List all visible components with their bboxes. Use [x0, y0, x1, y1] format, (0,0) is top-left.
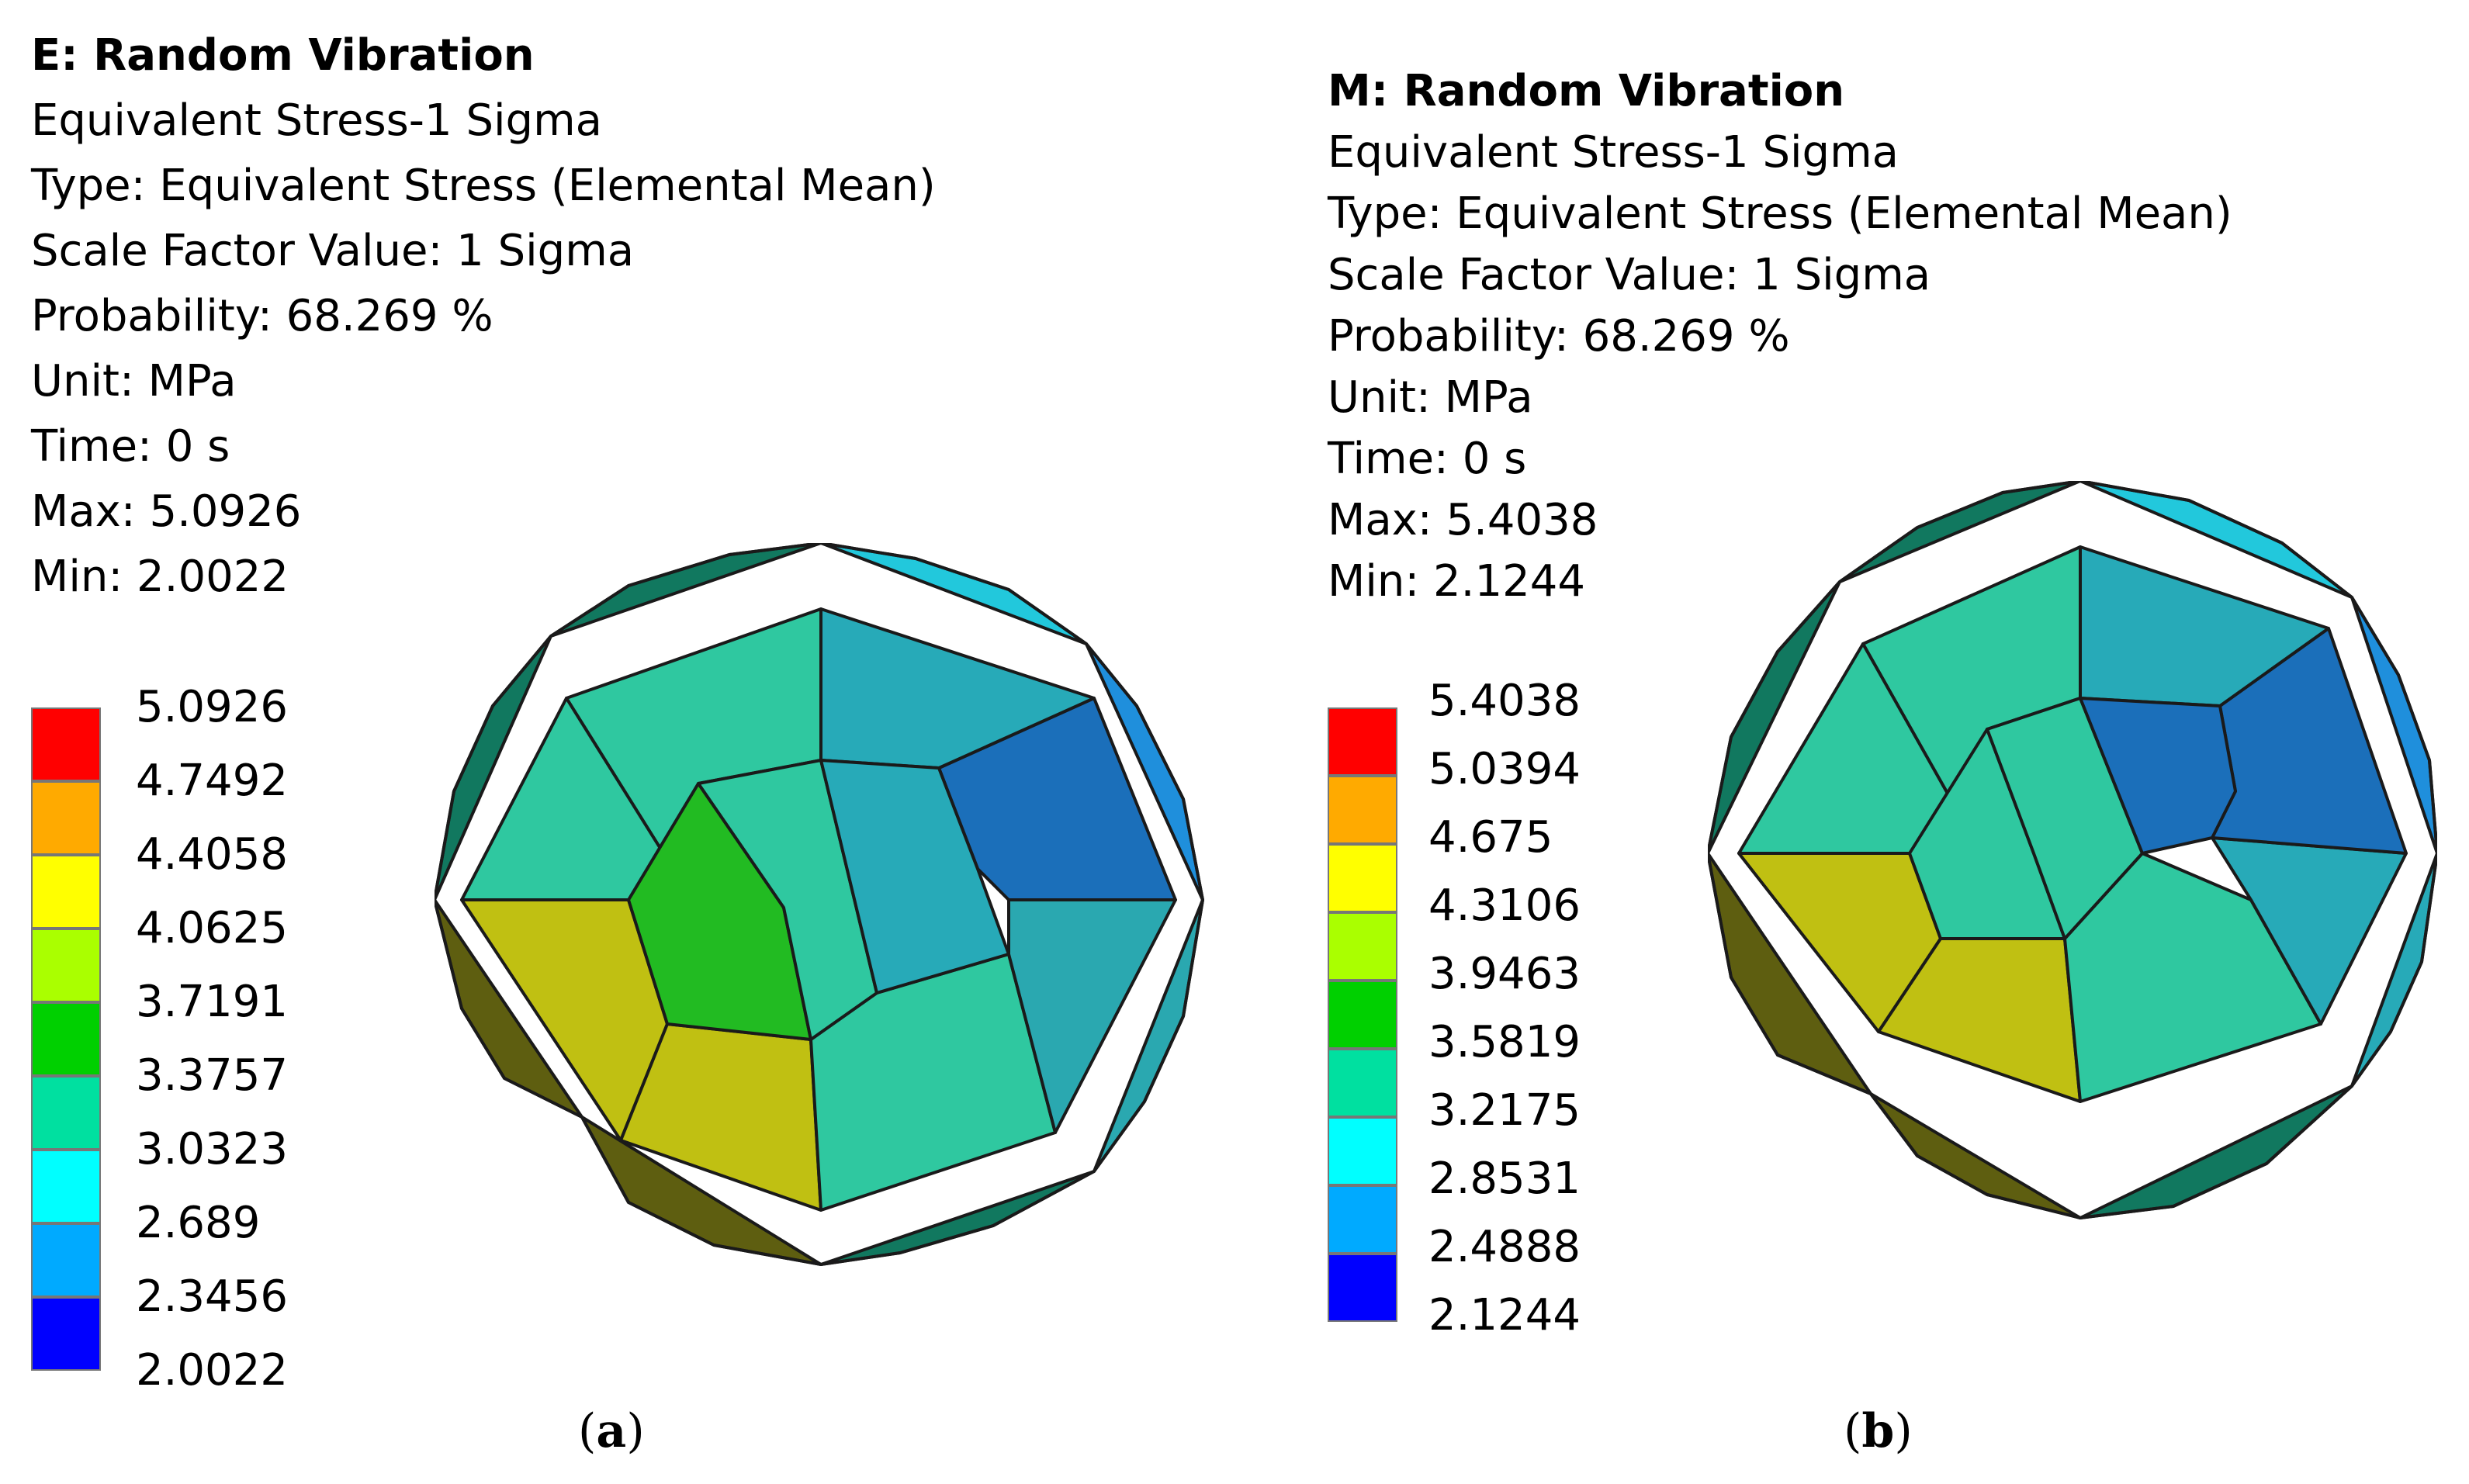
- legend-label: 2.4888: [1428, 1222, 1581, 1272]
- legend-label: 3.9463: [1428, 949, 1581, 999]
- legend-label: 4.3106: [1428, 880, 1581, 931]
- legend-swatch: [31, 1297, 101, 1371]
- result-probability: Probability: 68.269 %: [31, 291, 493, 341]
- legend-label: 2.0022: [136, 1345, 288, 1396]
- legend-swatch: [1328, 1049, 1397, 1117]
- result-time: Time: 0 s: [31, 421, 230, 472]
- legend-label: 5.4038: [1428, 676, 1581, 726]
- legend-swatch: [1328, 707, 1397, 776]
- legend-swatch: [31, 781, 101, 855]
- legend-label: 3.0323: [136, 1124, 288, 1174]
- legend-swatch: [1328, 844, 1397, 912]
- legend-swatch: [31, 929, 101, 1002]
- mesh-outline: [1708, 481, 2437, 1220]
- result-unit: Unit: MPa: [31, 356, 237, 406]
- panel-b: M: Random Vibration Equivalent Stress-1 …: [1234, 0, 2469, 1484]
- result-time: Time: 0 s: [1328, 434, 1527, 484]
- legend-swatch: [31, 1076, 101, 1150]
- caption-letter: b: [1861, 1404, 1895, 1458]
- result-subtitle: Equivalent Stress-1 Sigma: [1328, 127, 1899, 178]
- caption-a: (a): [578, 1404, 645, 1458]
- result-type: Type: Equivalent Stress (Elemental Mean): [1328, 189, 2232, 239]
- legend-label: 2.1244: [1428, 1290, 1581, 1340]
- result-scale-factor: Scale Factor Value: 1 Sigma: [31, 226, 635, 276]
- result-max: Max: 5.4038: [1328, 495, 1598, 545]
- caption-close: ): [626, 1404, 645, 1458]
- legend-label: 2.8531: [1428, 1154, 1581, 1204]
- legend-label: 4.675: [1428, 812, 1553, 863]
- result-probability: Probability: 68.269 %: [1328, 311, 1790, 361]
- panel-a: E: Random Vibration Equivalent Stress-1 …: [0, 0, 1234, 1484]
- legend-swatch: [31, 1002, 101, 1076]
- legend-swatch: [31, 1223, 101, 1297]
- mesh-element: [819, 759, 1010, 995]
- legend-swatch: [1328, 912, 1397, 981]
- legend-swatch: [1328, 981, 1397, 1049]
- caption-close: ): [1894, 1404, 1913, 1458]
- legend-label: 3.7191: [136, 977, 288, 1027]
- caption-letter: a: [596, 1404, 627, 1458]
- result-min: Min: 2.1244: [1328, 556, 1585, 607]
- mesh-element: [2063, 852, 2322, 1103]
- result-min: Min: 2.0022: [31, 552, 289, 602]
- legend-swatch: [31, 855, 101, 929]
- mesh-element: [2079, 1084, 2353, 1219]
- legend-label: 3.5819: [1428, 1017, 1581, 1067]
- result-header-a: E: Random Vibration Equivalent Stress-1 …: [31, 23, 936, 610]
- result-title: M: Random Vibration: [1328, 66, 1845, 116]
- legend-label: 4.4058: [136, 829, 288, 880]
- result-max: Max: 5.0926: [31, 486, 302, 537]
- legend-swatch: [1328, 776, 1397, 844]
- caption-b: (b): [1844, 1404, 1913, 1458]
- legend-label: 4.7492: [136, 756, 288, 806]
- result-header-b: M: Random Vibration Equivalent Stress-1 …: [1328, 61, 2232, 612]
- legend-label: 2.689: [136, 1198, 261, 1248]
- result-title: E: Random Vibration: [31, 30, 535, 81]
- caption-open: (: [1844, 1404, 1862, 1458]
- result-scale-factor: Scale Factor Value: 1 Sigma: [1328, 250, 1931, 300]
- legend-label: 5.0394: [1428, 744, 1581, 794]
- result-unit: Unit: MPa: [1328, 372, 1533, 423]
- legend-label: 5.0926: [136, 682, 288, 732]
- legend-swatch: [1328, 1254, 1397, 1322]
- result-subtitle: Equivalent Stress-1 Sigma: [31, 95, 602, 146]
- result-type: Type: Equivalent Stress (Elemental Mean): [31, 161, 936, 211]
- mesh-element: [1869, 1092, 2082, 1219]
- stress-contour-mesh-a: [435, 543, 1205, 1267]
- caption-open: (: [578, 1404, 597, 1458]
- mesh-element: [2079, 697, 2237, 855]
- mesh-outline: [435, 543, 1205, 1267]
- legend-swatch: [1328, 1185, 1397, 1254]
- mesh-element: [697, 759, 878, 1041]
- legend-label: 3.2175: [1428, 1085, 1581, 1136]
- legend-swatch: [1328, 1117, 1397, 1185]
- legend-label: 2.3456: [136, 1271, 288, 1322]
- legend-swatch: [31, 1150, 101, 1223]
- legend-label: 3.3757: [136, 1050, 288, 1101]
- stress-contour-mesh-b: [1708, 481, 2437, 1220]
- legend-label: 4.0625: [136, 903, 288, 953]
- legend-swatch: [31, 707, 101, 781]
